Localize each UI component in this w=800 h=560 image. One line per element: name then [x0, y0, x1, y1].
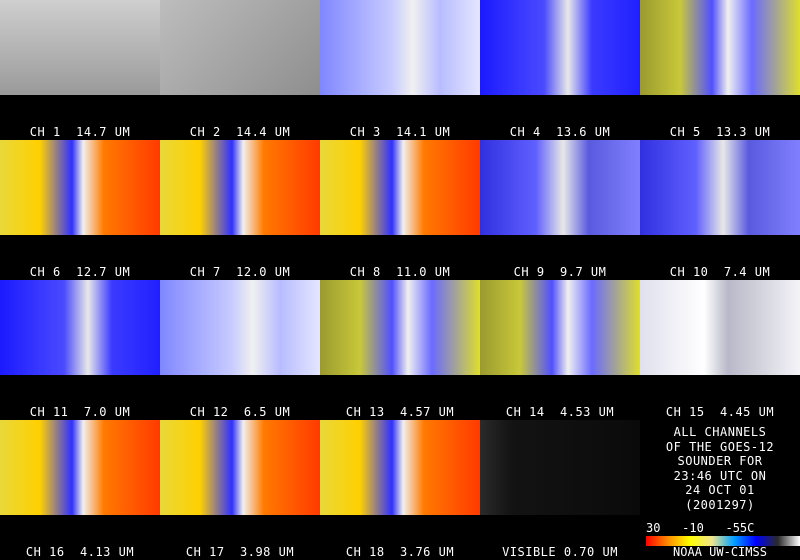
channel-panel: CH 3 14.1 UM [320, 0, 480, 140]
satellite-image [0, 140, 160, 235]
channel-label: CH 6 12.7 UM [29, 265, 131, 279]
channel-panel: CH 11 7.0 UM [0, 280, 160, 420]
channel-label: CH 15 4.45 UM [665, 405, 775, 419]
channel-label: VISIBLE 0.70 UM [502, 545, 618, 559]
info-text: ALL CHANNELS OF THE GOES-12 SOUNDER FOR … [640, 425, 800, 520]
satellite-image [160, 140, 320, 235]
channel-label: CH 11 7.0 UM [29, 405, 131, 419]
info-line: (2001297) [685, 497, 755, 512]
color-scale-bar [646, 536, 800, 546]
channel-panel: CH 5 13.3 UM [640, 0, 800, 140]
info-line: SOUNDER FOR [677, 454, 763, 469]
channel-panel: CH 8 11.0 UM [320, 140, 480, 280]
channel-label: CH 16 4.13 UM [25, 545, 135, 559]
info-line: 24 OCT 01 [685, 483, 755, 498]
channel-panel: CH 7 12.0 UM [160, 140, 320, 280]
channel-label: CH 3 14.1 UM [349, 125, 451, 139]
channel-label: CH 5 13.3 UM [669, 125, 771, 139]
channel-panel: CH 2 14.4 UM [160, 0, 320, 140]
channel-label: CH 8 11.0 UM [349, 265, 451, 279]
channel-panel: CH 14 4.53 UM [480, 280, 640, 420]
info-line: 23:46 UTC ON [673, 468, 767, 483]
channel-label: CH 17 3.98 UM [185, 545, 295, 559]
channel-panel: CH 17 3.98 UM [160, 420, 320, 560]
channel-panel: CH 9 9.7 UM [480, 140, 640, 280]
satellite-image [0, 0, 160, 95]
channel-panel: CH 1 14.7 UM [0, 0, 160, 140]
satellite-image [0, 280, 160, 375]
channel-panel: CH 4 13.6 UM [480, 0, 640, 140]
info-line: OF THE GOES-12 [665, 439, 775, 454]
color-scale-labels: 30 -10 -55C [646, 521, 755, 535]
channel-label: CH 14 4.53 UM [505, 405, 615, 419]
credit-text: NOAA UW-CIMSS [673, 545, 767, 559]
satellite-image [480, 280, 640, 375]
satellite-image [640, 0, 800, 95]
channel-panel: CH 18 3.76 UM [320, 420, 480, 560]
channel-panel: CH 6 12.7 UM [0, 140, 160, 280]
satellite-image [640, 280, 800, 375]
satellite-image [320, 420, 480, 515]
satellite-image [0, 420, 160, 515]
channel-panel: CH 16 4.13 UM [0, 420, 160, 560]
satellite-image [640, 140, 800, 235]
satellite-image [480, 0, 640, 95]
channel-panel: CH 12 6.5 UM [160, 280, 320, 420]
channel-label: CH 1 14.7 UM [29, 125, 131, 139]
satellite-image [320, 280, 480, 375]
channel-panel: CH 10 7.4 UM [640, 140, 800, 280]
channel-label: CH 13 4.57 UM [345, 405, 455, 419]
channel-label: CH 7 12.0 UM [189, 265, 291, 279]
satellite-image [160, 280, 320, 375]
channel-label: CH 18 3.76 UM [345, 545, 455, 559]
satellite-image [480, 140, 640, 235]
channel-panel: VISIBLE 0.70 UM [480, 420, 640, 560]
channel-label: CH 12 6.5 UM [189, 405, 291, 419]
satellite-image [480, 420, 640, 515]
satellite-image [320, 140, 480, 235]
channel-label: CH 4 13.6 UM [509, 125, 611, 139]
satellite-image [160, 420, 320, 515]
satellite-image [320, 0, 480, 95]
channel-panel: CH 13 4.57 UM [320, 280, 480, 420]
satellite-image [160, 0, 320, 95]
info-line: ALL CHANNELS [673, 425, 767, 439]
channel-label: CH 10 7.4 UM [669, 265, 771, 279]
channel-panel: CH 15 4.45 UM [640, 280, 800, 420]
channel-label: CH 2 14.4 UM [189, 125, 291, 139]
channel-label: CH 9 9.7 UM [513, 265, 607, 279]
